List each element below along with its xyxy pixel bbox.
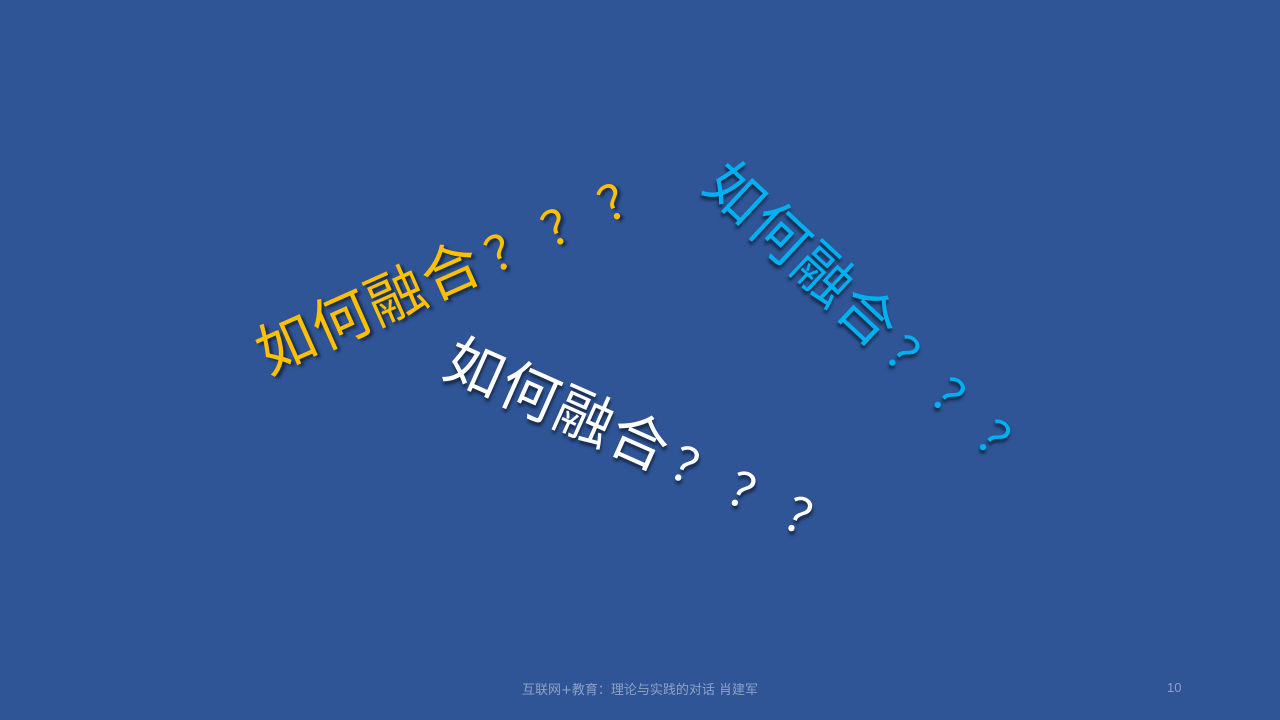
phrase-text: 如何融合 xyxy=(691,148,913,362)
question-marks: ？？？ xyxy=(873,324,1049,493)
phrase-cyan: 如何融合？？？ xyxy=(691,148,1051,493)
question-marks: ？？？ xyxy=(476,158,670,285)
page-number: 10 xyxy=(1167,680,1182,695)
question-marks: ？？？ xyxy=(661,435,855,563)
phrase-white: 如何融合？？？ xyxy=(434,325,856,563)
slide-footer: 互联网+教育：理论与实践的对话 肖建军 xyxy=(521,683,759,698)
phrase-text: 如何融合 xyxy=(434,325,682,486)
